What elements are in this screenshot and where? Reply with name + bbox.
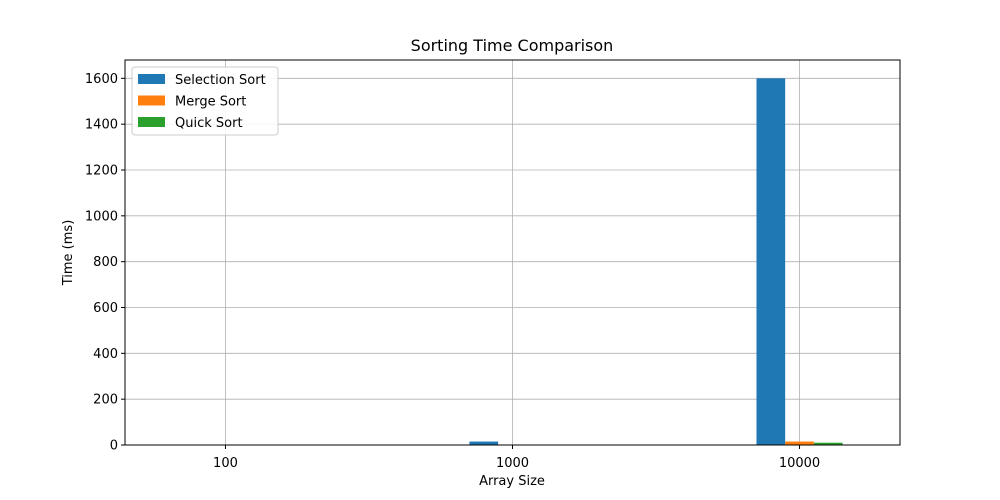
y-tick-label: 400 xyxy=(93,347,118,362)
bar-selection-sort-10000 xyxy=(756,78,786,445)
bar-selection-sort-1000 xyxy=(469,441,499,445)
legend-label: Selection Sort xyxy=(175,73,266,88)
legend: Selection Sort Merge Sort Quick Sort xyxy=(131,66,279,136)
bars xyxy=(182,78,843,445)
y-axis-ticks: 0 200 400 600 800 1000 1200 1400 1600 xyxy=(85,72,125,454)
legend-label: Merge Sort xyxy=(175,95,246,110)
y-tick-label: 1600 xyxy=(85,72,118,87)
x-tick-label: 10000 xyxy=(779,456,820,471)
y-tick-label: 0 xyxy=(110,439,118,454)
x-axis-label: Array Size xyxy=(479,474,545,489)
y-tick-label: 800 xyxy=(93,255,118,270)
legend-swatch xyxy=(138,117,165,127)
legend-swatch xyxy=(138,95,165,106)
x-tick-label: 100 xyxy=(213,456,238,471)
x-tick-label: 1000 xyxy=(496,456,529,471)
y-tick-label: 1000 xyxy=(85,209,118,224)
y-tick-label: 1400 xyxy=(85,118,118,133)
x-axis-ticks: 100 1000 10000 xyxy=(213,445,820,471)
legend-label: Quick Sort xyxy=(175,116,243,131)
y-tick-label: 1200 xyxy=(85,164,118,179)
bar-merge-sort-10000 xyxy=(785,441,814,445)
y-axis-label: Time (ms) xyxy=(61,220,76,287)
legend-swatch xyxy=(138,74,165,84)
chart-title: Sorting Time Comparison xyxy=(411,36,614,55)
legend-box xyxy=(131,66,279,136)
y-tick-label: 200 xyxy=(93,393,118,408)
grid-lines xyxy=(125,60,900,446)
bar-quick-sort-10000 xyxy=(813,442,843,445)
y-tick-label: 600 xyxy=(93,301,118,316)
